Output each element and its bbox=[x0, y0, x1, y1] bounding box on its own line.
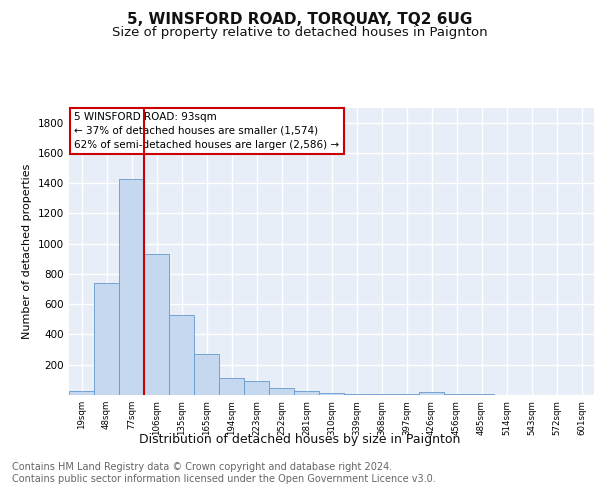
Bar bbox=[469, 394, 494, 395]
Text: Distribution of detached houses by size in Paignton: Distribution of detached houses by size … bbox=[139, 432, 461, 446]
Bar bbox=[244, 380, 269, 395]
Bar bbox=[144, 254, 169, 395]
Bar bbox=[194, 354, 219, 395]
Bar bbox=[444, 394, 469, 395]
Y-axis label: Number of detached properties: Number of detached properties bbox=[22, 164, 32, 339]
Bar bbox=[419, 392, 444, 395]
Bar bbox=[394, 394, 419, 395]
Text: 5, WINSFORD ROAD, TORQUAY, TQ2 6UG: 5, WINSFORD ROAD, TORQUAY, TQ2 6UG bbox=[127, 12, 473, 28]
Text: 5 WINSFORD ROAD: 93sqm
← 37% of detached houses are smaller (1,574)
62% of semi-: 5 WINSFORD ROAD: 93sqm ← 37% of detached… bbox=[74, 112, 340, 150]
Bar bbox=[219, 378, 244, 395]
Bar bbox=[169, 315, 194, 395]
Bar bbox=[294, 391, 319, 395]
Bar bbox=[269, 388, 294, 395]
Text: Contains HM Land Registry data © Crown copyright and database right 2024.
Contai: Contains HM Land Registry data © Crown c… bbox=[12, 462, 436, 484]
Bar bbox=[369, 394, 394, 395]
Bar bbox=[69, 391, 94, 395]
Text: Size of property relative to detached houses in Paignton: Size of property relative to detached ho… bbox=[112, 26, 488, 39]
Bar bbox=[319, 392, 344, 395]
Bar bbox=[344, 394, 369, 395]
Bar bbox=[119, 178, 144, 395]
Bar bbox=[94, 283, 119, 395]
